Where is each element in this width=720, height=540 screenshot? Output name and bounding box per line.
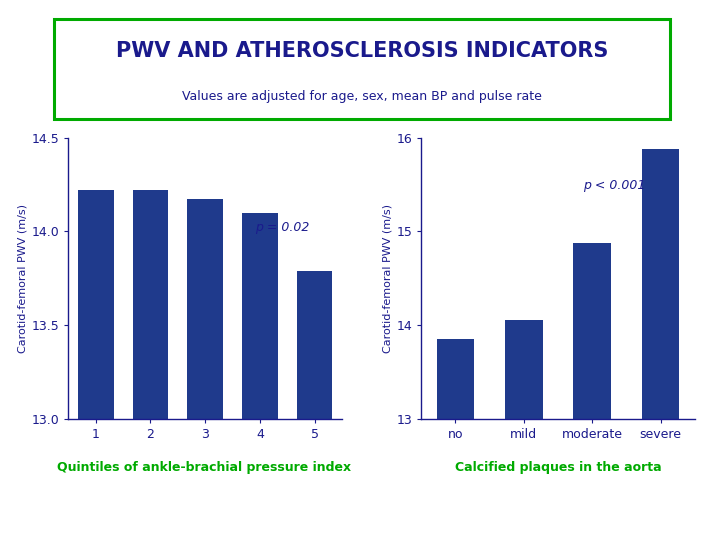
- Bar: [505, 320, 543, 540]
- Bar: [573, 242, 611, 540]
- Bar: [436, 339, 474, 540]
- Text: p = 0.02: p = 0.02: [255, 221, 309, 234]
- Bar: [132, 190, 168, 540]
- Text: Calcified plaques in the aorta: Calcified plaques in the aorta: [455, 461, 661, 474]
- Y-axis label: Carotid-femoral PWV (m/s): Carotid-femoral PWV (m/s): [17, 204, 27, 353]
- Text: p < 0.001: p < 0.001: [583, 179, 646, 192]
- Bar: [297, 271, 333, 540]
- Bar: [78, 190, 114, 540]
- Bar: [642, 149, 680, 540]
- Bar: [187, 199, 223, 540]
- FancyBboxPatch shape: [54, 19, 670, 119]
- Bar: [242, 213, 278, 540]
- Text: Quintiles of ankle-brachial pressure index: Quintiles of ankle-brachial pressure ind…: [57, 461, 351, 474]
- Y-axis label: Carotid-femoral PWV (m/s): Carotid-femoral PWV (m/s): [382, 204, 392, 353]
- Text: Values are adjusted for age, sex, mean BP and pulse rate: Values are adjusted for age, sex, mean B…: [182, 90, 541, 103]
- Text: PWV AND ATHEROSCLEROSIS INDICATORS: PWV AND ATHEROSCLEROSIS INDICATORS: [116, 41, 608, 61]
